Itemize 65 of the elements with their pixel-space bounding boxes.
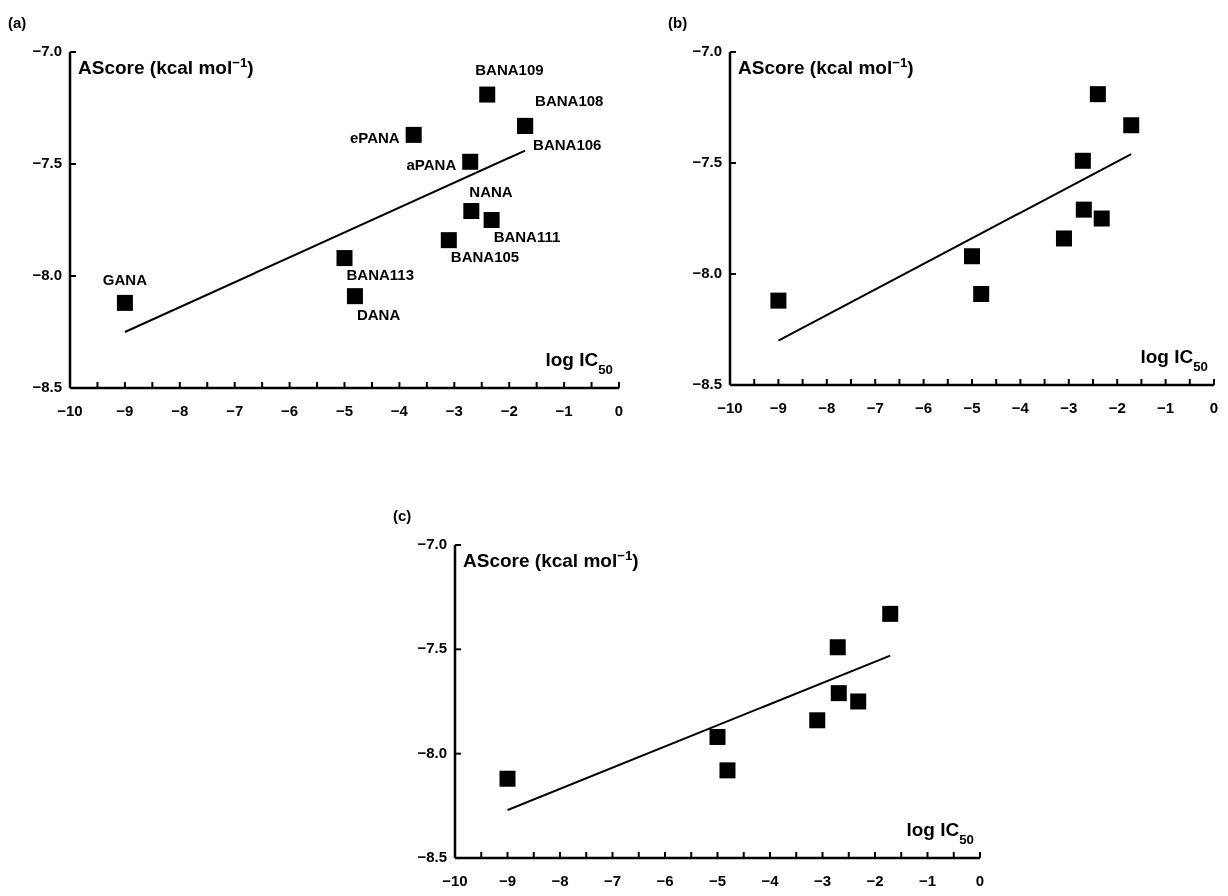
y-tick-label: −7.0 bbox=[692, 41, 722, 59]
chart-title: (a) bbox=[8, 14, 27, 31]
chart-title: (c) bbox=[393, 507, 412, 524]
x-axis-title: log IC$_{50}$ bbox=[1140, 346, 1208, 374]
y-tick-label: −8.0 bbox=[692, 263, 722, 281]
annotation: BANA105 bbox=[450, 248, 520, 266]
x-tick-label: −2 bbox=[500, 402, 518, 419]
x-tick-label: 0 bbox=[1209, 399, 1219, 416]
y-tick-label: −7.0 bbox=[32, 41, 62, 59]
y-tick-label: −8.0 bbox=[32, 265, 62, 283]
x-tick-label: −6 bbox=[915, 399, 933, 416]
x-tick-label: −8 bbox=[171, 402, 189, 419]
annotation: BANA106 bbox=[533, 135, 602, 153]
annotation: NANA bbox=[469, 183, 513, 201]
annotation: BANA108 bbox=[535, 91, 604, 109]
y-tick-label: −7.0 bbox=[417, 534, 447, 552]
x-tick-label: −7 bbox=[866, 399, 884, 416]
x-tick-label: −8 bbox=[551, 872, 569, 889]
y-tick-label: −8.0 bbox=[417, 743, 447, 761]
x-tick-label: −5 bbox=[708, 872, 727, 889]
annotation: BANA111 bbox=[493, 227, 561, 245]
x-tick-label: −9 bbox=[498, 872, 517, 889]
annotation: GANA bbox=[102, 270, 148, 288]
y-axis-title: AScore (kcal mol$^{−1}$) bbox=[463, 547, 639, 571]
x-tick-label: −4 bbox=[1011, 399, 1030, 416]
x-tick-label: −9 bbox=[116, 402, 134, 419]
y-axis-title: AScore (kcal mol$^{−1}$) bbox=[738, 54, 914, 78]
x-tick-label: 0 bbox=[614, 402, 624, 419]
x-tick-label: −5 bbox=[963, 399, 981, 416]
y-tick-label: −8.5 bbox=[32, 377, 62, 395]
x-tick-label: −3 bbox=[445, 402, 463, 419]
x-tick-label: −6 bbox=[281, 402, 299, 419]
x-tick-label: −7 bbox=[226, 402, 244, 419]
x-tick-label: −10 bbox=[57, 402, 83, 419]
x-tick-label: −1 bbox=[1157, 399, 1175, 416]
y-tick-label: −8.5 bbox=[417, 847, 447, 865]
y-tick-label: −7.5 bbox=[692, 152, 722, 170]
chart-title: (b) bbox=[668, 14, 688, 31]
x-tick-label: −2 bbox=[1108, 399, 1126, 416]
annotation: BANA113 bbox=[346, 266, 415, 284]
x-tick-label: −1 bbox=[918, 872, 937, 889]
x-tick-label: −9 bbox=[769, 399, 787, 416]
y-tick-label: −8.5 bbox=[692, 374, 722, 392]
annotation: aPANA bbox=[406, 155, 457, 173]
x-tick-label: −5 bbox=[335, 402, 354, 419]
y-axis-title: AScore (kcal mol$^{−1}$) bbox=[78, 54, 254, 78]
x-tick-label: −6 bbox=[656, 872, 674, 889]
x-tick-label: −1 bbox=[555, 402, 573, 419]
x-tick-label: −2 bbox=[866, 872, 884, 889]
annotation: ePANA bbox=[349, 128, 400, 146]
y-tick-label: −7.5 bbox=[417, 639, 447, 657]
x-axis-title: log IC$_{50}$ bbox=[545, 349, 613, 377]
x-tick-label: −3 bbox=[813, 872, 832, 889]
x-tick-label: 0 bbox=[975, 872, 985, 889]
x-tick-label: −8 bbox=[818, 399, 836, 416]
x-tick-label: −3 bbox=[1060, 399, 1078, 416]
y-tick-label: −7.5 bbox=[32, 153, 62, 171]
annotation: BANA109 bbox=[475, 60, 544, 78]
x-tick-label: −10 bbox=[717, 399, 743, 416]
x-tick-label: −10 bbox=[442, 872, 468, 889]
annotation: DANA bbox=[356, 306, 401, 324]
x-tick-label: −4 bbox=[761, 872, 780, 889]
x-axis-title: log IC$_{50}$ bbox=[906, 819, 974, 847]
x-tick-label: −7 bbox=[603, 872, 622, 889]
x-tick-label: −4 bbox=[390, 402, 409, 419]
